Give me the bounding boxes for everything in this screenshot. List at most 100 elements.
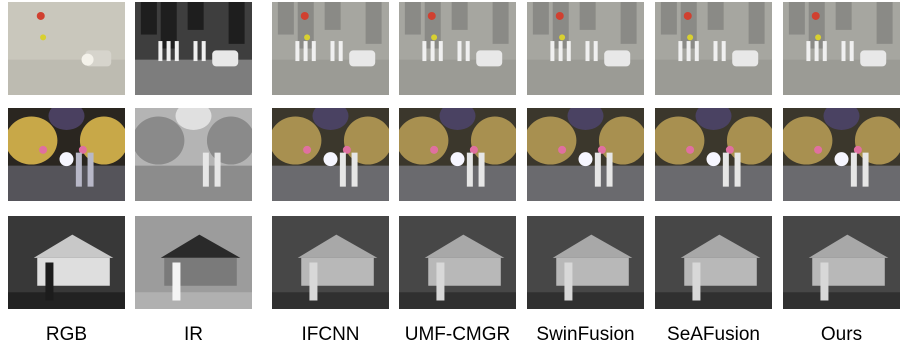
- image-panel: [527, 216, 644, 309]
- person: [692, 263, 700, 301]
- image-panel: [8, 216, 125, 309]
- sign: [431, 34, 437, 40]
- building: [229, 2, 245, 44]
- pedestrian: [595, 153, 601, 187]
- trees-right: [471, 117, 519, 165]
- pedestrian: [723, 153, 729, 187]
- person: [309, 263, 317, 301]
- pedestrian: [559, 41, 563, 61]
- pedestrian: [842, 41, 846, 61]
- building: [621, 2, 637, 44]
- image-panel: [783, 216, 900, 309]
- image-panel: [527, 2, 644, 95]
- trees-right: [599, 117, 647, 165]
- headlight: [324, 152, 338, 166]
- traffic-light: [428, 12, 436, 20]
- image-panel: [399, 2, 516, 95]
- image-panel: [8, 2, 125, 95]
- light: [303, 146, 311, 154]
- pedestrian: [352, 153, 358, 187]
- pedestrian: [550, 41, 554, 61]
- pedestrian: [735, 153, 741, 187]
- pedestrian: [331, 41, 335, 61]
- pedestrian: [295, 41, 299, 61]
- page: RGBIRIFCNNUMF-CMGRSwinFusionSeAFusionOur…: [0, 0, 900, 349]
- trees-left: [396, 117, 448, 165]
- image-panel: [272, 216, 389, 309]
- headlight: [60, 152, 74, 166]
- sign: [304, 34, 310, 40]
- column-label: SeAFusion: [667, 324, 760, 345]
- traffic-light: [812, 12, 820, 20]
- trees-left: [524, 117, 576, 165]
- pedestrian: [863, 153, 869, 187]
- trees-left: [652, 117, 704, 165]
- building: [661, 2, 677, 35]
- pedestrian: [722, 41, 726, 61]
- headlight: [579, 152, 593, 166]
- ground: [527, 292, 644, 309]
- pedestrian: [202, 41, 206, 61]
- image-panel: [780, 102, 900, 201]
- road: [655, 166, 772, 201]
- road: [783, 166, 900, 201]
- traffic-light: [684, 12, 692, 20]
- car: [349, 50, 375, 66]
- traffic-light: [37, 12, 45, 20]
- building: [580, 2, 596, 30]
- car: [860, 50, 886, 66]
- road: [272, 166, 389, 201]
- ground: [272, 292, 389, 309]
- image-panel: [272, 2, 389, 95]
- pedestrian: [422, 41, 426, 61]
- image-panel: [655, 2, 772, 95]
- pedestrian: [431, 41, 435, 61]
- column-label: IFCNN: [301, 324, 359, 345]
- column-label: SwinFusion: [536, 324, 634, 345]
- pedestrian: [158, 41, 162, 61]
- trees-left: [269, 117, 321, 165]
- building: [141, 2, 157, 35]
- pedestrian: [815, 41, 819, 61]
- light: [430, 146, 438, 154]
- image-panel: [396, 102, 519, 201]
- trees-right: [344, 117, 392, 165]
- building: [749, 2, 765, 44]
- person: [45, 263, 53, 301]
- light: [814, 146, 822, 154]
- road: [135, 166, 252, 201]
- pedestrian: [203, 153, 209, 187]
- pedestrian: [823, 41, 827, 61]
- headlight: [451, 152, 465, 166]
- person: [172, 263, 180, 301]
- glare: [82, 54, 94, 66]
- light: [39, 146, 47, 154]
- ground: [783, 292, 900, 309]
- sky: [440, 102, 476, 130]
- pedestrian: [687, 41, 691, 61]
- building: [366, 2, 382, 44]
- building: [452, 2, 468, 30]
- sky: [568, 102, 604, 130]
- ground: [399, 292, 516, 309]
- column-label: RGB: [46, 324, 87, 345]
- light: [558, 146, 566, 154]
- sky: [49, 102, 85, 130]
- building: [278, 2, 294, 35]
- trees-left: [780, 117, 832, 165]
- column-label: Ours: [821, 324, 862, 345]
- sky: [696, 102, 732, 130]
- car: [732, 50, 758, 66]
- person: [564, 263, 572, 301]
- headlight: [707, 152, 721, 166]
- building: [836, 2, 852, 30]
- pedestrian: [851, 153, 857, 187]
- pedestrian: [467, 153, 473, 187]
- image-panel: [655, 216, 772, 309]
- car: [604, 50, 630, 66]
- pedestrian: [167, 41, 171, 61]
- sky: [176, 102, 212, 130]
- ground: [8, 292, 125, 309]
- building: [877, 2, 893, 44]
- image-panel: [5, 102, 128, 201]
